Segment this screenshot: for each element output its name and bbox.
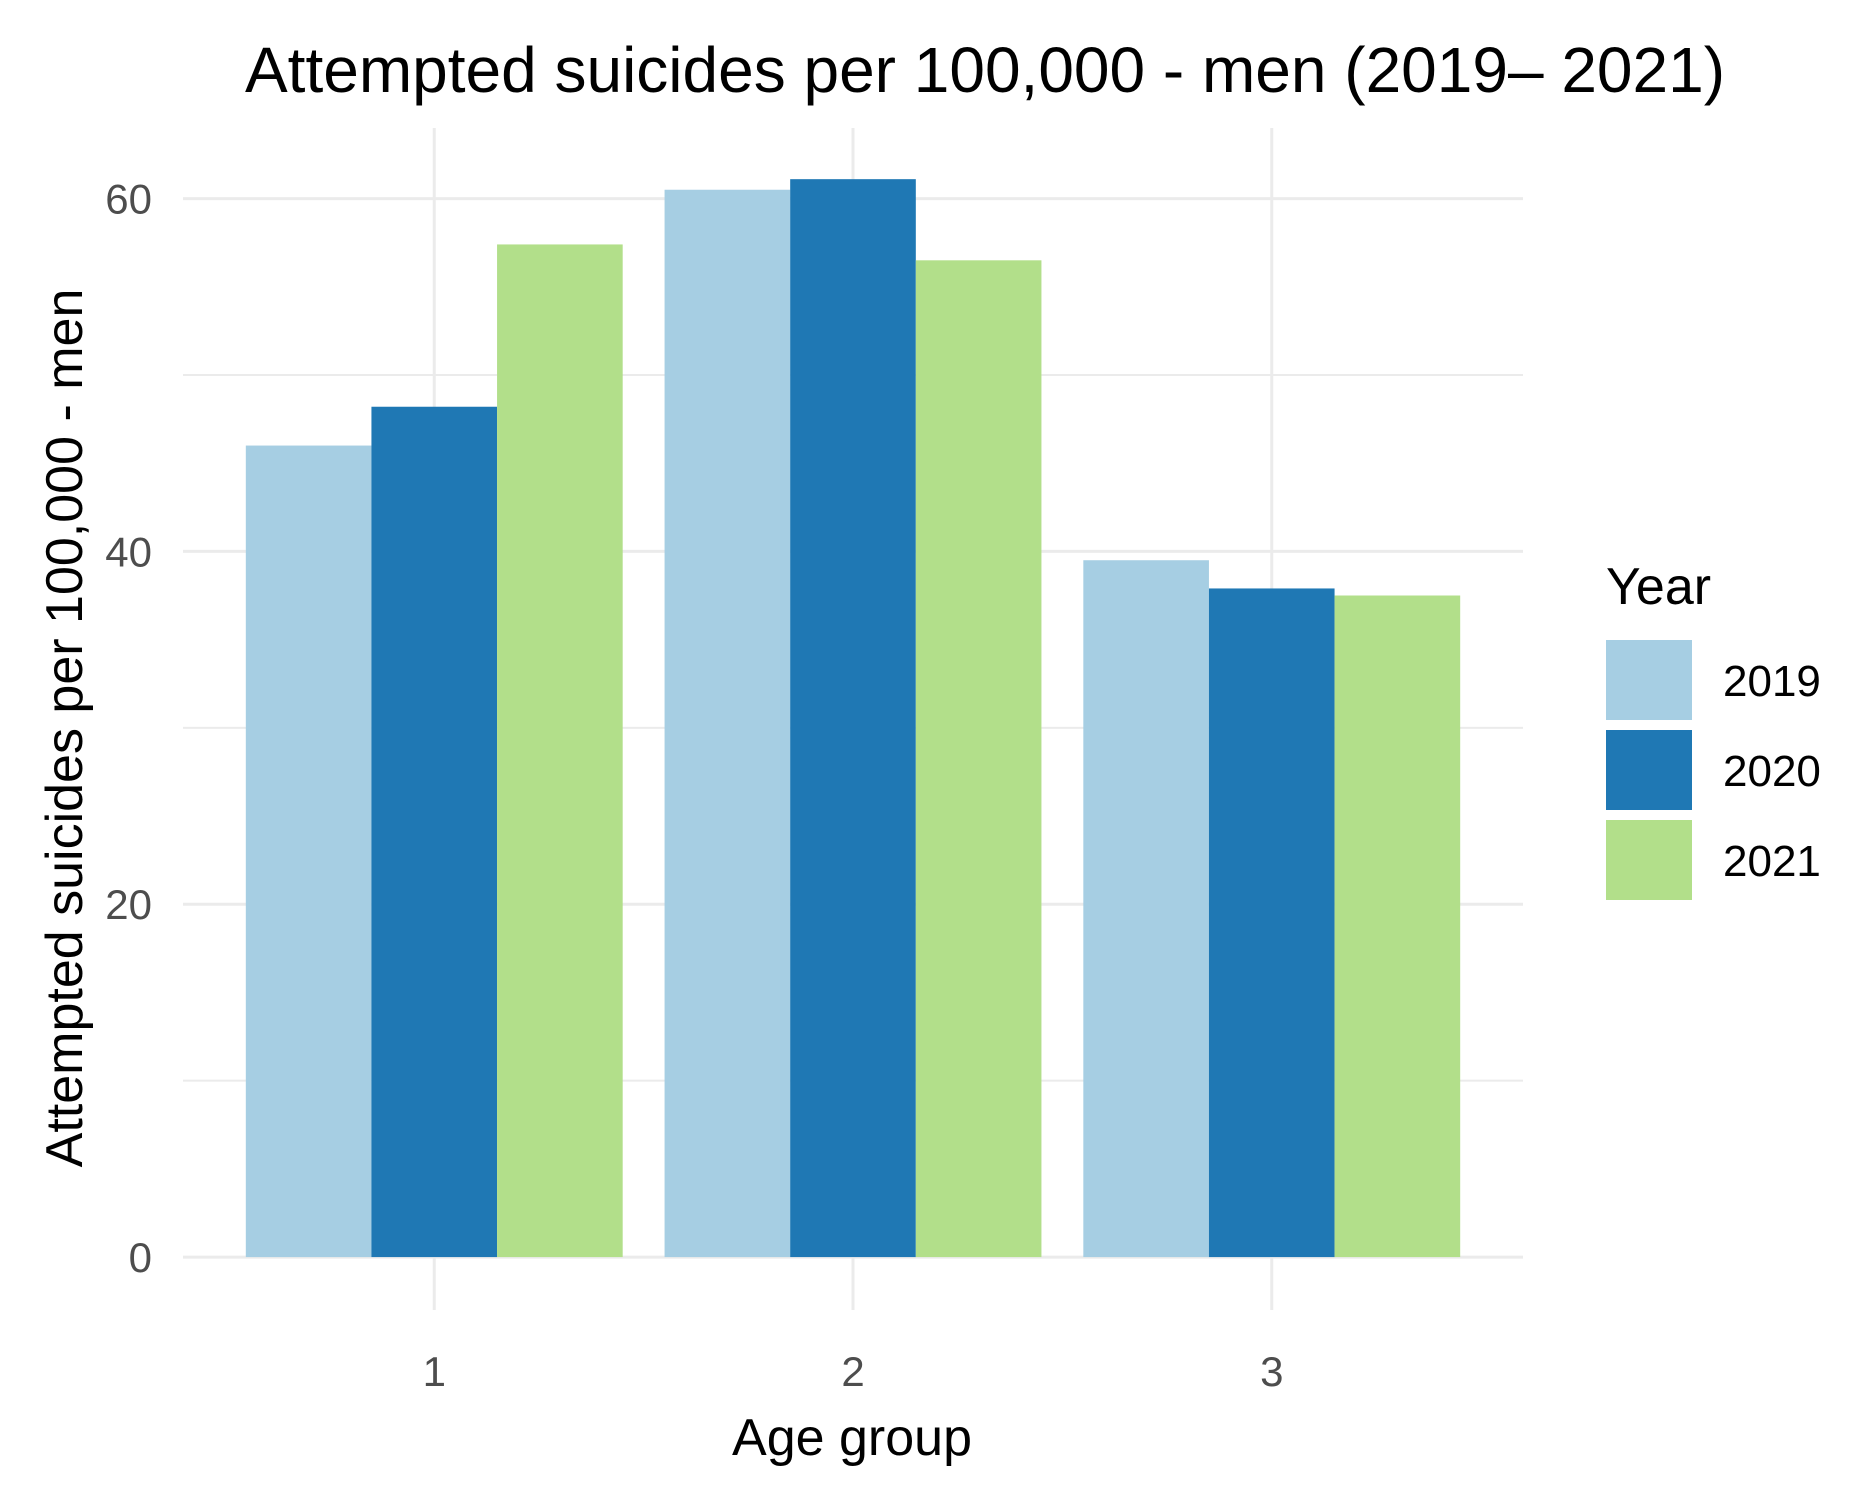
bar-2021-group-3 xyxy=(1334,595,1461,1258)
legend-key-2021 xyxy=(1606,820,1692,900)
bar-2019-group-1 xyxy=(245,445,372,1258)
legend: Year 2019 2020 2021 xyxy=(1606,558,1821,900)
axis-ticks: 0 20 40 60 1 2 3 xyxy=(105,176,1283,1395)
y-tick-label-40: 40 xyxy=(105,528,152,575)
bar-2019-group-3 xyxy=(1083,560,1209,1258)
x-tick-label-1: 1 xyxy=(423,1348,446,1395)
legend-key-2020 xyxy=(1606,730,1692,810)
chart-title: Attempted suicides per 100,000 - men (20… xyxy=(245,34,1725,106)
bars xyxy=(245,179,1461,1258)
legend-label-2020: 2020 xyxy=(1723,747,1821,796)
bar-2019-group-2 xyxy=(664,189,791,1258)
legend-title: Year xyxy=(1606,558,1711,616)
y-tick-label-60: 60 xyxy=(105,176,152,223)
y-tick-label-20: 20 xyxy=(105,881,152,928)
bar-2021-group-1 xyxy=(497,244,623,1258)
bar-2020-group-3 xyxy=(1208,588,1335,1258)
y-axis-title: Attempted suicides per 100,000 - men xyxy=(36,289,94,1168)
x-tick-label-3: 3 xyxy=(1260,1348,1283,1395)
y-tick-label-0: 0 xyxy=(129,1234,152,1281)
bar-2020-group-1 xyxy=(371,406,498,1258)
bar-2020-group-2 xyxy=(790,179,916,1258)
legend-label-2019: 2019 xyxy=(1723,657,1821,706)
legend-key-2019 xyxy=(1606,640,1692,720)
bar-2021-group-2 xyxy=(915,260,1042,1258)
legend-label-2021: 2021 xyxy=(1723,837,1821,886)
x-tick-label-2: 2 xyxy=(841,1348,864,1395)
x-axis-title: Age group xyxy=(732,1409,972,1467)
